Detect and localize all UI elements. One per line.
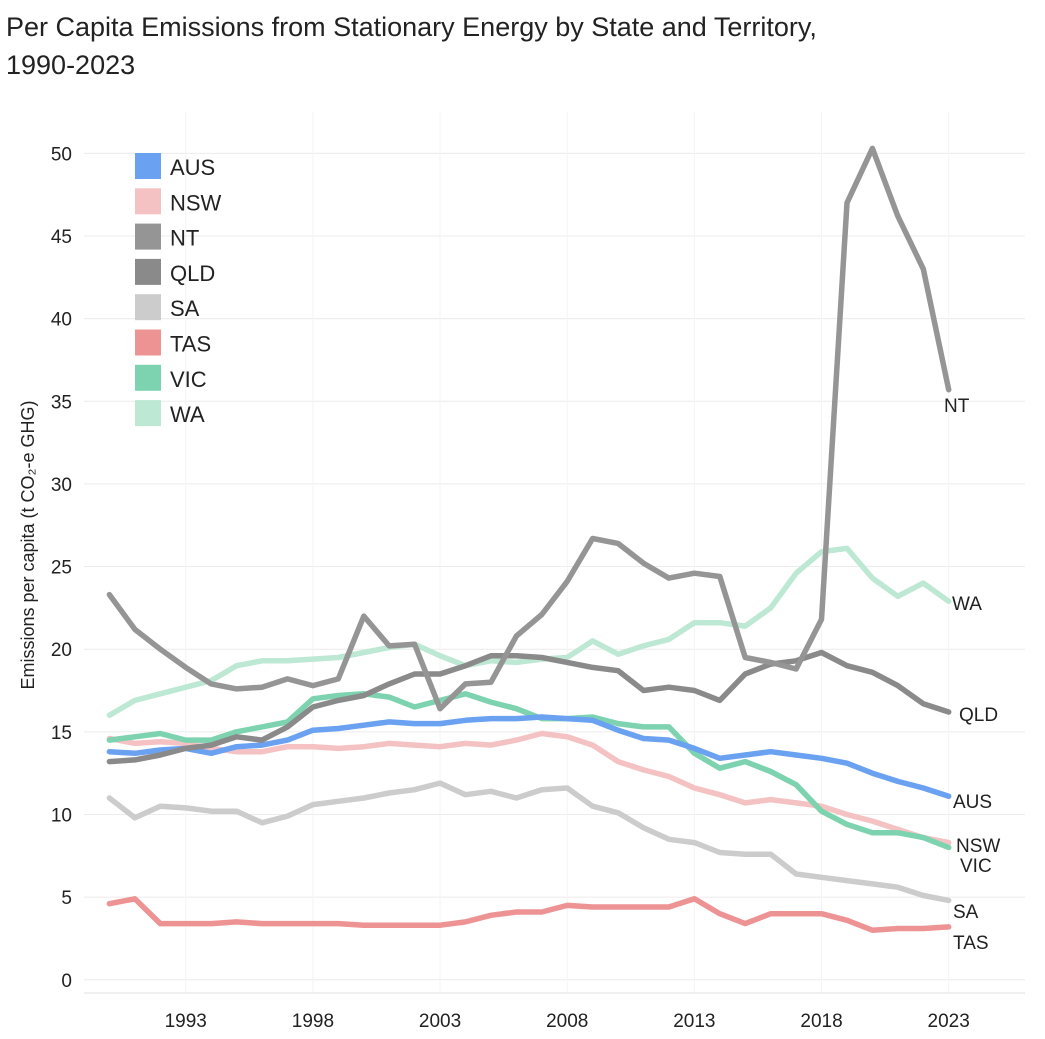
chart-title-line-1: Per Capita Emissions from Stationary Ene… <box>6 12 817 42</box>
y-tick-label: 15 <box>51 723 72 744</box>
y-tick-label: 25 <box>51 558 72 579</box>
x-tick-label: 2008 <box>546 1011 588 1032</box>
legend-label-nsw: NSW <box>170 190 222 215</box>
series-line-vic <box>106 691 952 851</box>
end-label-qld: QLD <box>959 705 998 726</box>
end-label-tas: TAS <box>953 933 989 954</box>
series-line-qld <box>106 649 952 765</box>
y-tick-label: 50 <box>51 144 72 165</box>
y-tick-label: 0 <box>61 971 72 992</box>
series-lines <box>106 145 952 933</box>
legend-swatch-qld <box>135 258 161 285</box>
end-label-nt: NT <box>944 396 970 417</box>
legend: AUS NSW NT QLD SA TAS VIC WA <box>135 153 222 427</box>
x-tick-label: 2023 <box>928 1011 970 1032</box>
y-tick-label: 10 <box>51 805 72 826</box>
y-tick-label: 45 <box>51 227 72 248</box>
y-tick-label: 40 <box>51 310 72 331</box>
chart-title: Per Capita Emissions from Stationary Ene… <box>6 8 1006 84</box>
end-label-vic: VIC <box>960 856 992 877</box>
end-label-nsw: NSW <box>956 836 1000 857</box>
x-tick-label: 2018 <box>800 1011 842 1032</box>
legend-label-nt: NT <box>170 226 199 251</box>
legend-label-aus: AUS <box>170 155 215 180</box>
end-label-wa: WA <box>952 594 982 615</box>
y-tick-label: 5 <box>61 888 72 909</box>
grid-lines <box>84 112 1025 993</box>
series-line-nt <box>106 145 952 712</box>
series-line-nsw <box>106 730 952 846</box>
legend-label-qld: QLD <box>170 261 215 286</box>
legend-swatch-nt <box>135 223 161 250</box>
series-line-tas <box>106 896 952 933</box>
legend-swatch-vic <box>135 364 161 391</box>
y-tick-label: 35 <box>51 392 72 413</box>
legend-swatch-aus <box>135 153 161 179</box>
series-line-wa <box>106 545 952 719</box>
series-line-aus <box>106 714 952 800</box>
legend-swatch-tas <box>135 329 161 356</box>
y-tick-label: 30 <box>51 475 72 496</box>
series-line-sa <box>106 780 952 904</box>
x-tick-label: 2003 <box>419 1011 461 1032</box>
legend-label-wa: WA <box>170 402 205 427</box>
end-label-aus: AUS <box>953 792 992 813</box>
y-axis-title: Emissions per capita (t CO₂-e GHG) <box>18 400 38 689</box>
legend-label-sa: SA <box>170 296 200 321</box>
axes: 0 5 10 15 20 25 30 35 40 45 50 1993 1998 2003 2008 2013… <box>51 144 1025 1032</box>
y-tick-label: 20 <box>51 640 72 661</box>
x-tick-label: 1998 <box>292 1011 334 1032</box>
legend-swatch-wa <box>135 400 161 427</box>
end-label-sa: SA <box>953 902 979 923</box>
legend-swatch-nsw <box>135 188 161 215</box>
legend-label-vic: VIC <box>170 367 207 392</box>
legend-swatch-sa <box>135 294 161 321</box>
x-tick-label: 2013 <box>673 1011 715 1032</box>
legend-label-tas: TAS <box>170 332 211 357</box>
chart-title-line-2: 1990-2023 <box>6 50 136 80</box>
x-tick-label: 1993 <box>165 1011 207 1032</box>
series-end-labels: AUS NSW NT QLD SA TAS VIC WA <box>944 396 1000 954</box>
